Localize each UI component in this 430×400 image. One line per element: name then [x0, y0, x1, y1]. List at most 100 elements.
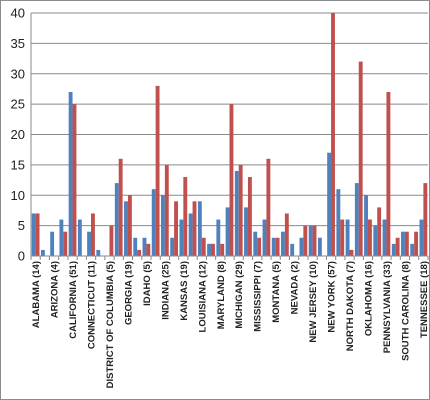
bar-series-2 — [247, 177, 252, 256]
bar-series-2 — [312, 225, 317, 256]
bar-series-1 — [373, 225, 378, 256]
bar-series-2 — [91, 213, 95, 256]
bar-series-2 — [220, 243, 225, 256]
bar-series-1 — [31, 213, 36, 256]
y-tick-label: 40 — [11, 6, 25, 21]
bar-series-2 — [174, 201, 178, 256]
bar-series-2 — [349, 249, 354, 256]
bar-series-1 — [68, 91, 73, 256]
x-category-label: NEW YORK (57) — [327, 261, 338, 333]
bar-series-2 — [275, 237, 280, 256]
bar-series-2 — [127, 195, 132, 256]
x-category-label: DISTRICT OF COLUMBIA (5) — [105, 261, 116, 388]
bar-series-1 — [114, 183, 119, 256]
bar-series-1 — [142, 237, 147, 256]
x-axis-category-labels: ALABAMA (14) ARIZONA (4) CALIFORNIA (51) CO… — [31, 261, 430, 388]
axes — [30, 13, 429, 260]
bar-series-1 — [50, 231, 55, 256]
bar-series-2 — [229, 104, 234, 256]
x-category-label: LOUISIANA (12) — [197, 261, 208, 332]
bar-series-2 — [367, 219, 372, 256]
y-axis-tick-labels: 0 5 10 15 20 25 30 35 40 — [11, 6, 25, 264]
bar-series-1 — [40, 249, 45, 256]
bar-series-1 — [188, 213, 193, 256]
y-tick-label: 30 — [11, 66, 25, 81]
x-category-label: CALIFORNIA (51) — [68, 261, 79, 339]
bar-series-1 — [364, 195, 368, 256]
bar-series-1 — [179, 219, 184, 256]
bar-series-2 — [201, 237, 206, 256]
bar-series-2 — [423, 183, 428, 256]
bar-series-2 — [109, 225, 114, 256]
y-tick-label: 10 — [11, 188, 25, 203]
bar-series-2 — [155, 85, 160, 257]
x-category-label: CONNECTICUT (11) — [87, 261, 98, 349]
x-category-label: IDAHO (5) — [142, 261, 153, 306]
bar-series-2 — [192, 201, 197, 256]
bar-series-1 — [151, 189, 156, 256]
bar-series-2 — [266, 158, 271, 256]
y-tick-label: 15 — [11, 157, 25, 172]
bar-series-2 — [238, 164, 243, 256]
y-tick-label: 25 — [11, 97, 25, 112]
bar-series-1 — [59, 219, 64, 256]
bar-series-2 — [63, 231, 68, 256]
bar-series-1 — [391, 243, 396, 256]
bar-series-1 — [96, 249, 101, 256]
x-category-label: MICHIGAN (29) — [234, 261, 245, 329]
bar-series-1 — [234, 170, 239, 256]
x-category-label: TENNESSEE (18) — [419, 261, 430, 338]
bar-series-1 — [77, 219, 82, 256]
x-category-label: MARYLAND (8) — [216, 261, 227, 329]
bar-series-1 — [354, 183, 359, 256]
bar-series-2 — [386, 91, 391, 256]
bar-series-1 — [197, 201, 202, 256]
bar-series-2 — [340, 219, 345, 256]
x-category-label: SOUTH CAROLINA (8) — [400, 261, 411, 361]
x-category-label: MONTANA (5) — [271, 261, 282, 323]
bar-series-1 — [262, 219, 267, 256]
bar-series-2 — [72, 104, 77, 256]
bar-series-2 — [404, 231, 409, 256]
bar-series-1 — [317, 237, 322, 256]
bar-series-1 — [244, 207, 248, 256]
bar-series-1 — [401, 231, 405, 256]
bars — [31, 13, 428, 257]
x-category-label: GEORGIA (19) — [123, 261, 134, 325]
bar-series-1 — [336, 189, 341, 256]
bar-series-1 — [124, 201, 128, 256]
bar-series-1 — [327, 152, 332, 256]
bar-series-1 — [271, 237, 276, 256]
bar-series-1 — [419, 219, 424, 256]
bar-series-2 — [211, 243, 215, 256]
bar-series-1 — [133, 237, 138, 256]
x-category-label: NEW JERSEY (10) — [308, 261, 319, 343]
y-tick-label: 5 — [18, 218, 25, 233]
bar-series-1 — [160, 195, 165, 256]
bar-series-1 — [345, 219, 350, 256]
bar-series-2 — [118, 158, 123, 256]
bar-series-2 — [257, 237, 262, 256]
bar-series-1 — [216, 219, 221, 256]
bar-series-2 — [331, 13, 335, 256]
x-category-label: NEVADA (2) — [290, 261, 301, 314]
bar-series-1 — [281, 231, 285, 256]
bar-series-2 — [377, 207, 382, 256]
bar-series-1 — [382, 219, 387, 256]
bar-series-2 — [284, 213, 289, 256]
bar-series-1 — [170, 237, 175, 256]
bar-series-2 — [358, 61, 363, 256]
x-category-label: OKLAHOMA (16) — [363, 261, 374, 336]
x-category-label: KANSAS (19) — [179, 261, 190, 321]
x-category-label: NORTH DAKOTA (7) — [345, 261, 356, 351]
y-tick-label: 20 — [11, 127, 25, 142]
bar-series-1 — [87, 231, 92, 256]
x-category-label: INDIANA (25) — [160, 261, 171, 320]
x-category-label: ARIZONA (4) — [50, 261, 61, 318]
bar-series-1 — [253, 231, 258, 256]
x-category-label: ALABAMA (14) — [31, 261, 42, 328]
bar-series-1 — [410, 243, 415, 256]
bar-series-2 — [395, 237, 400, 256]
y-tick-label: 35 — [11, 36, 25, 51]
